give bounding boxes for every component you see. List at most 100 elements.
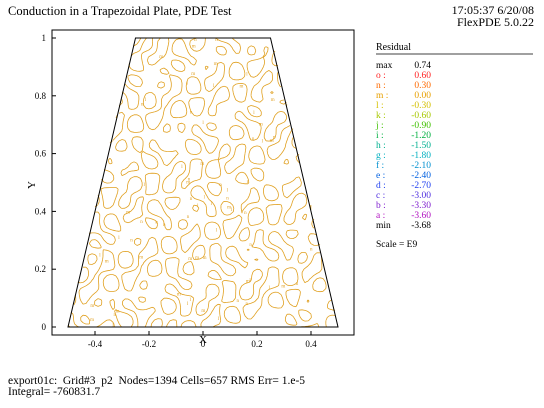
contour-level-tag: l — [269, 286, 271, 291]
y-tick-label: 0.2 — [35, 264, 46, 274]
contour-level-tag: m — [191, 72, 195, 77]
legend-min-label: min — [376, 221, 391, 231]
contour-level-tag: l — [227, 188, 229, 193]
legend-level-value: -1.20 — [411, 131, 431, 141]
contour-level-tag: l — [145, 98, 147, 103]
contour-level-tag: n — [163, 223, 166, 228]
contour-level-tag: n — [194, 38, 197, 43]
contour-level-tag: m — [195, 256, 199, 261]
x-tick-label: 0.2 — [251, 339, 262, 349]
legend-min-value: -3.68 — [411, 221, 431, 231]
contour-level-tag: m — [281, 285, 285, 290]
contour-level-tag: n — [226, 197, 229, 202]
contour-level-tag: m — [116, 310, 120, 315]
legend-title: Residual — [376, 42, 411, 53]
contour-level-tag: l — [211, 202, 213, 207]
legend-level-label: n : — [376, 81, 386, 91]
y-tick-label: 0.4 — [35, 206, 47, 216]
contour-level-tag: m — [159, 55, 163, 60]
contour-level-tag: l — [213, 84, 215, 89]
legend-level-label: e : — [376, 171, 385, 181]
contour-level-tag: l — [190, 298, 192, 303]
run-summary: export01c: Grid#3 p2 Nodes=1394 Cells=65… — [8, 375, 306, 398]
contour-level-tag: l — [112, 324, 114, 329]
y-tick-label: 0.6 — [35, 149, 47, 159]
legend-level-value: -0.30 — [411, 101, 431, 111]
grid-stats: export01c: Grid#3 p2 Nodes=1394 Cells=65… — [8, 375, 306, 387]
legend-levels: o : 0.60 n : 0.30 m : 0.00 l : -0.30 k : -0.60 j :… — [375, 71, 431, 221]
contour-level-tag: l — [187, 82, 189, 87]
contour-level-tag: n — [246, 302, 249, 307]
legend-max-label: max — [376, 61, 393, 71]
legend-level-value: -2.70 — [411, 181, 431, 191]
contour-level-tag: l — [181, 165, 183, 170]
y-axis-ticks: 0 0.2 0.4 0.6 0.8 1 — [35, 33, 56, 332]
contour-level-tag: l — [202, 121, 204, 126]
contour-level-tag: l — [246, 73, 248, 78]
contour-level-tag: m — [227, 205, 231, 210]
contour-level-tag: n — [219, 183, 222, 188]
legend-level-label: o : — [376, 71, 386, 81]
y-tick-label: 1 — [42, 33, 47, 43]
x-axis-ticks: -0.4 -0.2 0 0.2 0.4 — [88, 331, 317, 349]
x-axis-label: X — [199, 334, 207, 346]
legend: Residual max 0.74 o : 0.60 n : 0.30 m : 0.00 l… — [375, 42, 533, 250]
contour-level-tag: l — [249, 278, 251, 283]
contour-level-tag: m — [270, 139, 274, 144]
contour-level-tag: n — [296, 282, 299, 287]
contour-level-tag: n — [273, 135, 276, 140]
legend-level-value: 0.30 — [414, 81, 431, 91]
contour-level-tag: m — [105, 259, 109, 264]
plot-frame — [51, 29, 355, 336]
legend-level-value: -3.00 — [411, 191, 431, 201]
legend-level-label: i : — [376, 131, 384, 141]
y-tick-label: 0 — [42, 322, 47, 332]
legend-level-label: b : — [376, 201, 386, 211]
contour-path — [67, 37, 336, 328]
contour-level-tag: m — [139, 256, 143, 261]
legend-scale: Scale = E9 — [376, 240, 417, 250]
contour-level-tag: l — [187, 302, 189, 307]
contour-level-tag: l — [204, 196, 206, 201]
legend-level-value: -0.90 — [411, 121, 431, 131]
contour-level-tag: n — [310, 248, 313, 253]
contour-level-tag: m — [259, 122, 263, 127]
contour-level-tag: n — [249, 243, 252, 248]
contour-level-tag: m — [186, 181, 190, 186]
legend-level-value: -1.80 — [411, 151, 431, 161]
contour-level-tag: n — [190, 111, 193, 116]
y-axis-label: Y — [26, 181, 38, 189]
x-tick-label: 0.4 — [305, 339, 317, 349]
legend-level-value: -2.10 — [411, 161, 431, 171]
contour-level-tag: l — [253, 111, 255, 116]
legend-level-value: -3.30 — [411, 201, 431, 211]
legend-level-label: k : — [376, 111, 386, 121]
contour-level-tag: l — [231, 208, 233, 213]
contour-level-tag: m — [90, 318, 94, 323]
contour-level-tag: m — [192, 45, 196, 50]
legend-level-label: g : — [376, 151, 386, 161]
contour-level-tag: l — [216, 229, 218, 234]
legend-level-value: -3.60 — [411, 211, 431, 221]
contour-level-tag: m — [200, 162, 204, 167]
contour-level-tag: l — [197, 204, 199, 209]
contour-level-tag: n — [140, 220, 143, 225]
contour-level-tag: m — [203, 256, 207, 261]
contour-level-tag: l — [218, 317, 220, 322]
contour-level-tag: m — [90, 304, 94, 309]
contour-level-tag: n — [247, 180, 250, 185]
timestamp: 17:05:37 6/20/08 — [451, 3, 534, 17]
contour-level-tag: n — [237, 299, 240, 304]
contour-level-tag: n — [155, 221, 158, 226]
contour-level-tag: n — [114, 313, 117, 318]
contour-level-tag: l — [144, 183, 146, 188]
legend-level-value: 0.60 — [414, 71, 431, 81]
contour-level-tag: l — [99, 254, 101, 259]
y-tick-label: 0.8 — [35, 91, 47, 101]
contour-level-tag: n — [244, 211, 247, 216]
contour-level-tag: n — [187, 215, 190, 220]
contour-level-tag: m — [201, 309, 205, 314]
legend-level-value: -0.60 — [411, 111, 431, 121]
legend-max-value: 0.74 — [414, 61, 431, 71]
